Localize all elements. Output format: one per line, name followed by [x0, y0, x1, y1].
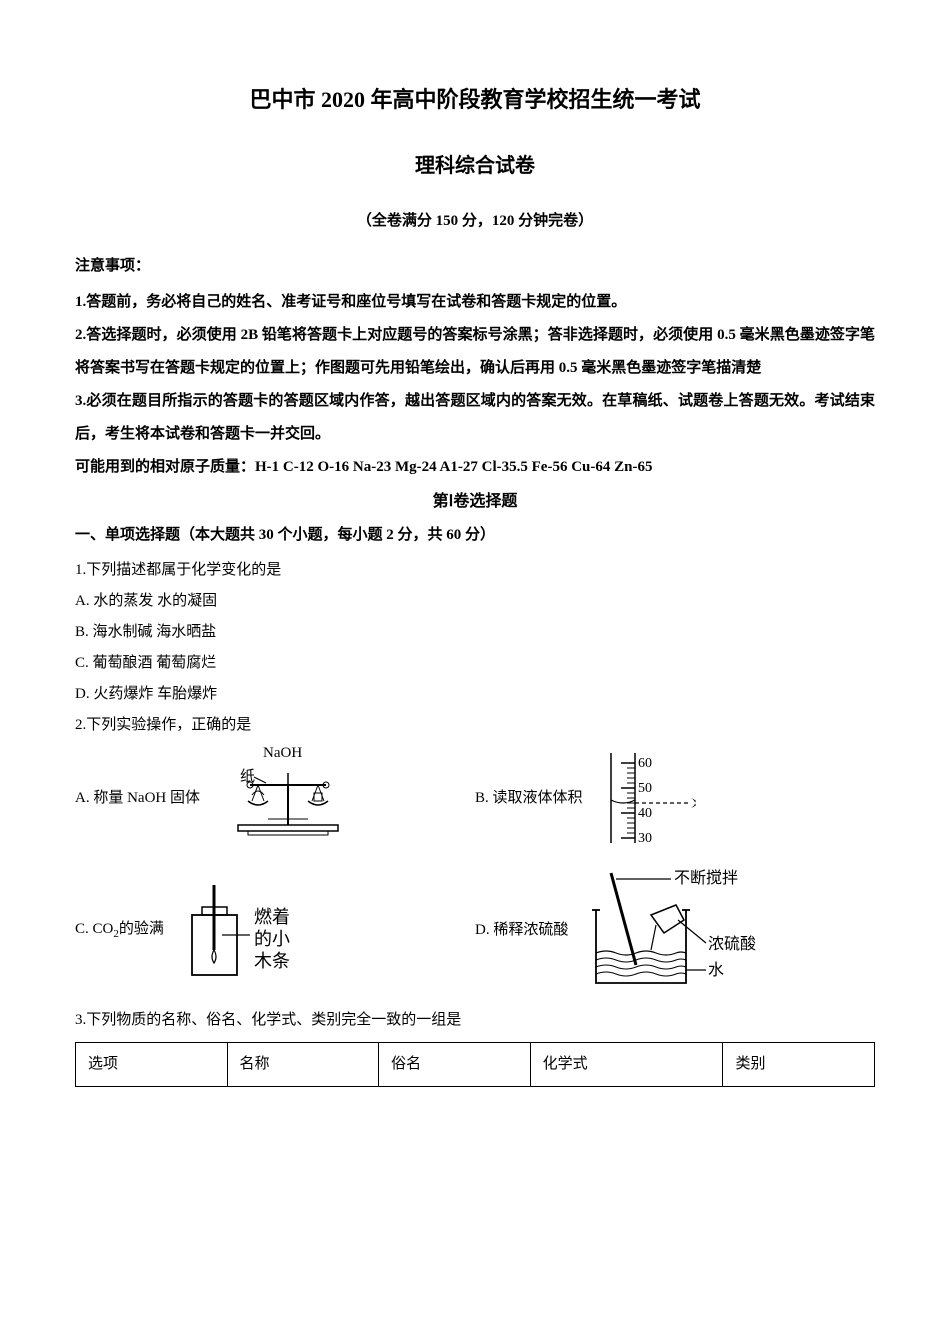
q2-row-2: C. CO2的验满 燃着 的小 木条 D. 稀释浓硫酸 [75, 865, 875, 995]
svg-text:60: 60 [638, 756, 652, 771]
main-title: 巴中市 2020 年高中阶段教育学校招生统一考试 [75, 80, 875, 120]
balance-diagram: NaOH 纸 [208, 743, 368, 853]
notice-header: 注意事项： [75, 253, 875, 280]
q3-h3: 化学式 [530, 1043, 723, 1087]
svg-text:的小: 的小 [254, 929, 290, 949]
svg-text:30: 30 [638, 831, 652, 846]
question-section-header: 一、单项选择题（本大题共 30 个小题，每小题 2 分，共 60 分） [75, 522, 875, 549]
paper-label: 纸 [240, 768, 255, 785]
q1-opt-d: D. 火药爆炸 车胎爆炸 [75, 681, 875, 708]
q2-stem: 2.下列实验操作，正确的是 [75, 712, 875, 739]
svg-text:不断搅拌: 不断搅拌 [674, 869, 738, 887]
q3-h1: 名称 [227, 1043, 379, 1087]
svg-text:燃着: 燃着 [254, 907, 290, 927]
q2-opt-a-wrap: A. 称量 NaOH 固体 NaOH 纸 [75, 743, 475, 853]
atomic-mass: 可能用到的相对原子质量：H-1 C-12 O-16 Na-23 Mg-24 A1… [75, 451, 875, 484]
q2-opt-d-label: D. 稀释浓硫酸 [475, 917, 568, 944]
q2-opt-c-wrap: C. CO2的验满 燃着 的小 木条 [75, 875, 475, 985]
notice-2: 2.答选择题时，必须使用 2B 铅笔将答题卡上对应题号的答案标号涂黑；答非选择题… [75, 319, 875, 385]
notice-1: 1.答题前，务必将自己的姓名、准考证号和座位号填写在试卷和答题卡规定的位置。 [75, 286, 875, 319]
q2-opt-b-label: B. 读取液体体积 [475, 785, 583, 812]
section-title: 第Ⅰ卷选择题 [75, 488, 875, 517]
q3-h0: 选项 [76, 1043, 228, 1087]
notice-3: 3.必须在题目所指示的答题卡的答题区域内作答，越出答题区域内的答案无效。在草稿纸… [75, 385, 875, 451]
q1-stem: 1.下列描述都属于化学变化的是 [75, 557, 875, 584]
svg-text:浓硫酸: 浓硫酸 [708, 935, 756, 953]
svg-text:水: 水 [708, 961, 724, 979]
q1-opt-b: B. 海水制碱 海水晒盐 [75, 619, 875, 646]
cylinder-diagram: 60 50 40 30 [591, 748, 721, 848]
score-line: （全卷满分 150 分，120 分钟完卷） [75, 208, 875, 235]
svg-text:50: 50 [638, 781, 652, 796]
q3-h2: 俗名 [379, 1043, 531, 1087]
svg-text:40: 40 [638, 806, 652, 821]
q2-opt-d-wrap: D. 稀释浓硫酸 [475, 865, 875, 995]
q2-row-1: A. 称量 NaOH 固体 NaOH 纸 [75, 743, 875, 853]
q2-opt-b-wrap: B. 读取液体体积 [475, 748, 875, 848]
q3-h4: 类别 [723, 1043, 875, 1087]
q1-opt-c: C. 葡萄酿酒 葡萄腐烂 [75, 650, 875, 677]
table-row: 选项 名称 俗名 化学式 类别 [76, 1043, 875, 1087]
q2c-prefix: C. CO [75, 921, 113, 937]
bottle-stick-diagram: 燃着 的小 木条 [172, 875, 342, 985]
naoh-label: NaOH [263, 745, 302, 761]
svg-text:木条: 木条 [254, 951, 290, 971]
q3-table: 选项 名称 俗名 化学式 类别 [75, 1042, 875, 1087]
sub-title: 理科综合试卷 [75, 148, 875, 184]
dilute-acid-diagram: 不断搅拌 浓硫酸 水 [576, 865, 776, 995]
q2c-suffix: 的验满 [119, 921, 164, 937]
q3-stem: 3.下列物质的名称、俗名、化学式、类别完全一致的一组是 [75, 1007, 875, 1034]
q1-opt-a: A. 水的蒸发 水的凝固 [75, 588, 875, 615]
q2-opt-a-label: A. 称量 NaOH 固体 [75, 785, 200, 812]
q2-opt-c-label: C. CO2的验满 [75, 916, 164, 945]
